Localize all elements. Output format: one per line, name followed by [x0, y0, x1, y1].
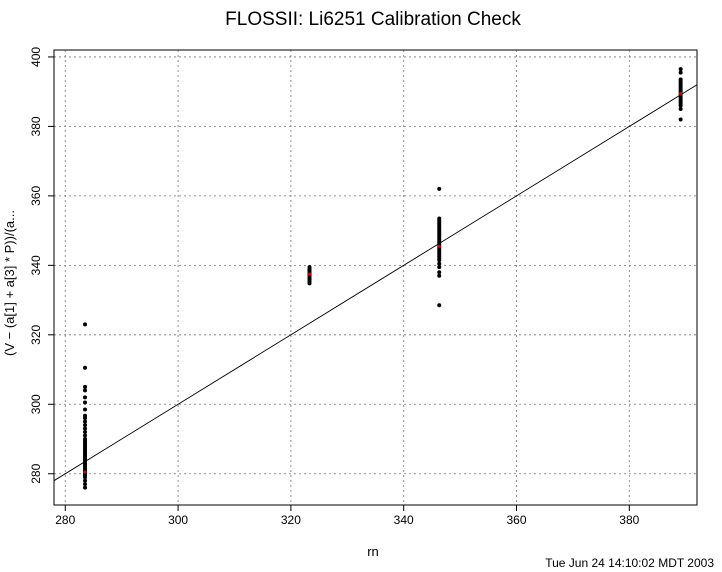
data-point — [83, 433, 88, 438]
plot-frame — [53, 49, 698, 506]
x-tick-label: 380 — [619, 513, 639, 527]
data-point — [83, 482, 88, 487]
data-point — [83, 407, 88, 412]
highlight-point — [437, 244, 441, 248]
data-point — [307, 265, 312, 270]
data-point — [437, 186, 442, 191]
data-point — [83, 423, 88, 428]
y-axis: 280 300 320 340 360 380 400 — [29, 47, 54, 484]
reference-line — [53, 84, 698, 482]
data-point — [83, 426, 88, 431]
data-point — [678, 77, 683, 82]
data-point — [437, 265, 442, 270]
x-tick-label: 280 — [55, 513, 75, 527]
data-point — [83, 419, 88, 424]
data-points — [83, 67, 683, 490]
chart-title: FLOSSII: Li6251 Calibration Check — [225, 9, 521, 30]
data-point — [678, 117, 683, 122]
data-point — [437, 270, 442, 275]
y-tick-label: 320 — [29, 324, 43, 344]
data-point — [83, 365, 88, 370]
highlight-point — [679, 91, 683, 96]
highlight-point — [307, 272, 312, 276]
data-point — [83, 413, 88, 418]
data-point — [83, 400, 88, 405]
y-tick-label: 400 — [29, 47, 43, 67]
y-tick-label: 380 — [29, 116, 43, 136]
data-point — [83, 388, 88, 393]
data-point — [678, 70, 683, 75]
x-tick-label: 320 — [281, 513, 301, 527]
data-point — [678, 107, 683, 112]
x-axis-label: rn — [367, 544, 379, 559]
y-tick-label: 280 — [29, 463, 43, 483]
data-point — [83, 437, 88, 442]
data-point — [83, 430, 88, 435]
x-tick-label: 360 — [506, 513, 526, 527]
x-axis: 280 300 320 340 360 380 — [55, 505, 640, 527]
data-point — [437, 216, 442, 221]
grid-lines — [54, 50, 697, 505]
data-point — [83, 478, 88, 483]
y-tick-label: 340 — [29, 255, 43, 275]
data-point — [437, 261, 442, 266]
y-axis-label: (V − (a[1] + a[3] * P))/(a... — [2, 210, 17, 356]
data-point — [437, 273, 442, 278]
x-tick-label: 340 — [394, 513, 414, 527]
highlight-point — [83, 470, 87, 474]
y-tick-label: 300 — [29, 394, 43, 414]
data-point — [437, 303, 442, 308]
timestamp-footer: Tue Jun 24 14:10:02 MDT 2003 — [545, 556, 714, 570]
data-point — [83, 322, 88, 327]
data-point — [83, 384, 88, 389]
data-point — [83, 485, 88, 490]
data-point — [83, 395, 88, 400]
x-tick-label: 300 — [168, 513, 188, 527]
data-point — [678, 67, 683, 72]
y-tick-label: 360 — [29, 186, 43, 206]
